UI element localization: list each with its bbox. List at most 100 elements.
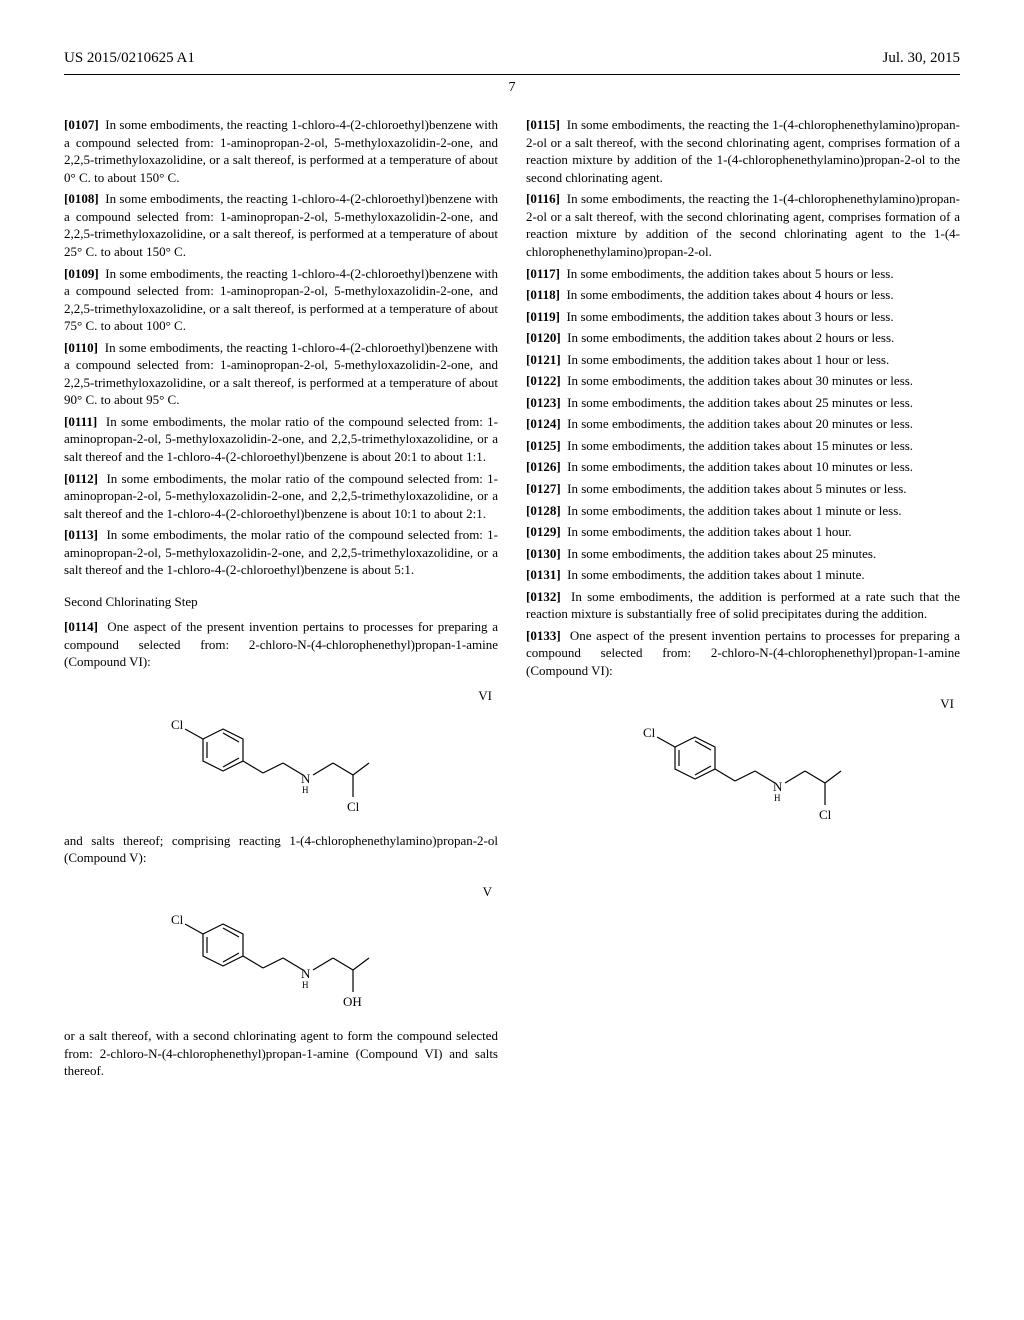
para-text: In some embodiments, the molar ratio of …	[64, 471, 498, 521]
chem-structure-icon: Cl N H OH	[141, 902, 421, 1017]
after-vi-text: and salts thereof; comprising reacting 1…	[64, 832, 498, 867]
cl2-label: Cl	[819, 807, 832, 822]
para-num: [0121]	[526, 352, 561, 367]
page-number: 7	[64, 79, 960, 98]
para-0123: [0123] In some embodiments, the addition…	[526, 394, 960, 412]
para-num: [0113]	[64, 527, 98, 542]
oh-label: OH	[343, 994, 362, 1009]
para-0113: [0113] In some embodiments, the molar ra…	[64, 526, 498, 579]
para-0129: [0129] In some embodiments, the addition…	[526, 523, 960, 541]
para-num: [0112]	[64, 471, 98, 486]
para-0130: [0130] In some embodiments, the addition…	[526, 545, 960, 563]
para-text: In some embodiments, the addition takes …	[567, 567, 865, 582]
page-header: US 2015/0210625 A1 Jul. 30, 2015	[64, 48, 960, 68]
cl-label: Cl	[643, 725, 656, 740]
compound-label: V	[64, 883, 498, 901]
para-0107: [0107] In some embodiments, the reacting…	[64, 116, 498, 186]
para-0111: [0111] In some embodiments, the molar ra…	[64, 413, 498, 466]
para-text: In some embodiments, the addition takes …	[566, 309, 893, 324]
para-text: In some embodiments, the reacting the 1-…	[526, 191, 960, 259]
para-text: One aspect of the present invention pert…	[64, 619, 498, 669]
para-0109: [0109] In some embodiments, the reacting…	[64, 265, 498, 335]
para-0112: [0112] In some embodiments, the molar ra…	[64, 470, 498, 523]
para-0132: [0132] In some embodiments, the addition…	[526, 588, 960, 623]
para-0120: [0120] In some embodiments, the addition…	[526, 329, 960, 347]
para-num: [0128]	[526, 503, 561, 518]
para-0116: [0116] In some embodiments, the reacting…	[526, 190, 960, 260]
para-num: [0126]	[526, 459, 561, 474]
para-num: [0114]	[64, 619, 98, 634]
para-0121: [0121] In some embodiments, the addition…	[526, 351, 960, 369]
para-num: [0127]	[526, 481, 561, 496]
para-num: [0107]	[64, 117, 99, 132]
header-rule	[64, 74, 960, 75]
compound-label: VI	[526, 695, 960, 713]
para-num: [0111]	[64, 414, 97, 429]
compound-v-structure: V Cl N H OH	[64, 883, 498, 1018]
chem-structure-icon: Cl N H Cl	[603, 715, 883, 830]
para-num: [0110]	[64, 340, 98, 355]
para-num: [0117]	[526, 266, 560, 281]
para-0108: [0108] In some embodiments, the reacting…	[64, 190, 498, 260]
para-text: In some embodiments, the molar ratio of …	[64, 527, 498, 577]
para-0117: [0117] In some embodiments, the addition…	[526, 265, 960, 283]
h-label: H	[302, 980, 309, 990]
para-num: [0109]	[64, 266, 99, 281]
para-num: [0122]	[526, 373, 561, 388]
para-num: [0115]	[526, 117, 560, 132]
para-0125: [0125] In some embodiments, the addition…	[526, 437, 960, 455]
para-text: In some embodiments, the reacting 1-chlo…	[64, 191, 498, 259]
compound-vi-structure: VI Cl N H Cl	[64, 687, 498, 822]
para-text: In some embodiments, the addition takes …	[567, 503, 901, 518]
para-text: In some embodiments, the reacting 1-chlo…	[64, 266, 498, 334]
para-text: In some embodiments, the addition is per…	[526, 589, 960, 622]
h-label: H	[302, 785, 309, 795]
para-num: [0131]	[526, 567, 561, 582]
cl2-label: Cl	[347, 799, 360, 814]
para-0119: [0119] In some embodiments, the addition…	[526, 308, 960, 326]
para-text: In some embodiments, the molar ratio of …	[64, 414, 498, 464]
n-label: N	[773, 779, 783, 794]
para-text: In some embodiments, the addition takes …	[567, 330, 894, 345]
para-num: [0133]	[526, 628, 561, 643]
para-0115: [0115] In some embodiments, the reacting…	[526, 116, 960, 186]
para-num: [0120]	[526, 330, 561, 345]
para-text: In some embodiments, the addition takes …	[567, 395, 913, 410]
para-0114: [0114] One aspect of the present inventi…	[64, 618, 498, 671]
para-num: [0125]	[526, 438, 561, 453]
para-text: In some embodiments, the addition takes …	[566, 266, 893, 281]
cl-label: Cl	[171, 912, 184, 927]
chem-structure-icon: Cl N H Cl	[141, 707, 421, 822]
para-num: [0108]	[64, 191, 99, 206]
para-0126: [0126] In some embodiments, the addition…	[526, 458, 960, 476]
para-text: In some embodiments, the addition takes …	[567, 459, 913, 474]
after-v-text: or a salt thereof, with a second chlorin…	[64, 1027, 498, 1080]
para-num: [0132]	[526, 589, 561, 604]
compound-vi-structure-col2: VI Cl N H Cl	[526, 695, 960, 830]
para-text: One aspect of the present invention pert…	[526, 628, 960, 678]
para-num: [0123]	[526, 395, 561, 410]
para-num: [0116]	[526, 191, 560, 206]
para-0124: [0124] In some embodiments, the addition…	[526, 415, 960, 433]
para-text: In some embodiments, the reacting 1-chlo…	[64, 340, 498, 408]
publication-date: Jul. 30, 2015	[882, 48, 960, 68]
para-text: In some embodiments, the addition takes …	[566, 287, 893, 302]
h-label: H	[774, 793, 781, 803]
para-0122: [0122] In some embodiments, the addition…	[526, 372, 960, 390]
compound-label: VI	[64, 687, 498, 705]
para-num: [0130]	[526, 546, 561, 561]
para-text: In some embodiments, the addition takes …	[567, 416, 913, 431]
para-text: In some embodiments, the addition takes …	[567, 438, 913, 453]
para-num: [0124]	[526, 416, 561, 431]
para-0118: [0118] In some embodiments, the addition…	[526, 286, 960, 304]
n-label: N	[301, 771, 311, 786]
para-0128: [0128] In some embodiments, the addition…	[526, 502, 960, 520]
para-text: In some embodiments, the addition takes …	[567, 524, 852, 539]
para-text: In some embodiments, the addition takes …	[567, 481, 906, 496]
para-text: In some embodiments, the reacting 1-chlo…	[64, 117, 498, 185]
n-label: N	[301, 966, 311, 981]
section-heading-second-chlorinating: Second Chlorinating Step	[64, 593, 498, 611]
para-num: [0119]	[526, 309, 560, 324]
publication-number: US 2015/0210625 A1	[64, 48, 195, 68]
para-num: [0118]	[526, 287, 560, 302]
